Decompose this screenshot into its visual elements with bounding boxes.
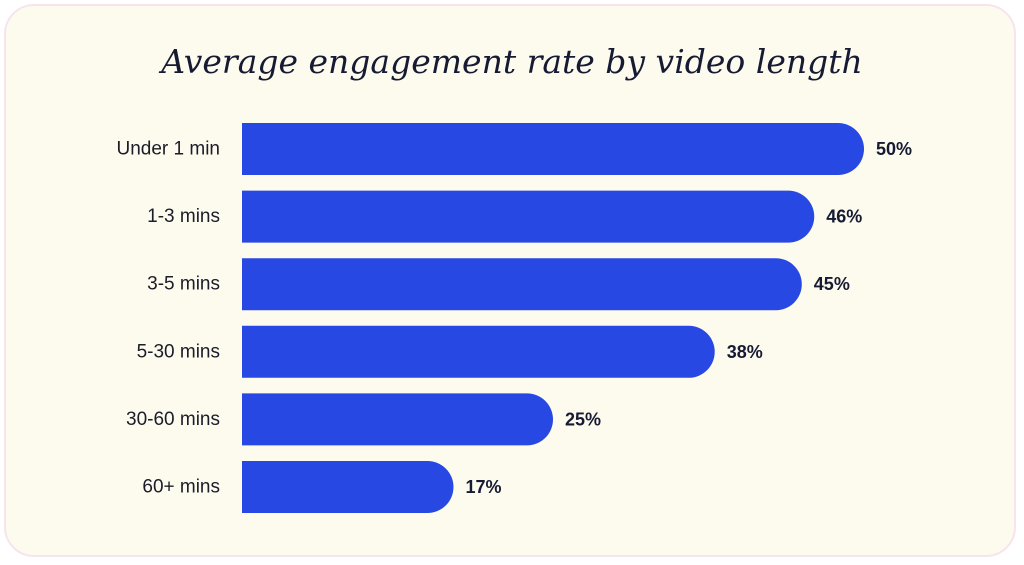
category-label: 5-30 mins (137, 341, 220, 362)
value-label: 46% (826, 207, 862, 227)
category-label: 30-60 mins (126, 409, 220, 430)
category-label: Under 1 min (117, 139, 221, 160)
category-label: 3-5 mins (147, 274, 220, 295)
bar-1 (242, 190, 815, 243)
value-label: 25% (565, 409, 601, 429)
category-label: 1-3 mins (147, 206, 220, 227)
value-label: 17% (465, 477, 501, 497)
value-label: 50% (876, 139, 912, 159)
bar-4 (242, 393, 553, 446)
bar-3 (242, 325, 715, 378)
bar-2 (242, 258, 802, 311)
category-label: 60+ mins (142, 477, 220, 498)
bar-5 (242, 461, 454, 513)
value-label: 38% (727, 342, 763, 362)
value-label: 45% (814, 274, 850, 294)
bars-group: Under 1 min 50% 1-3 mins 46% 3-5 mins 45% 5-30… (117, 123, 912, 513)
chart-title: Average engagement rate by video length (161, 42, 863, 81)
bar-0 (242, 123, 864, 175)
